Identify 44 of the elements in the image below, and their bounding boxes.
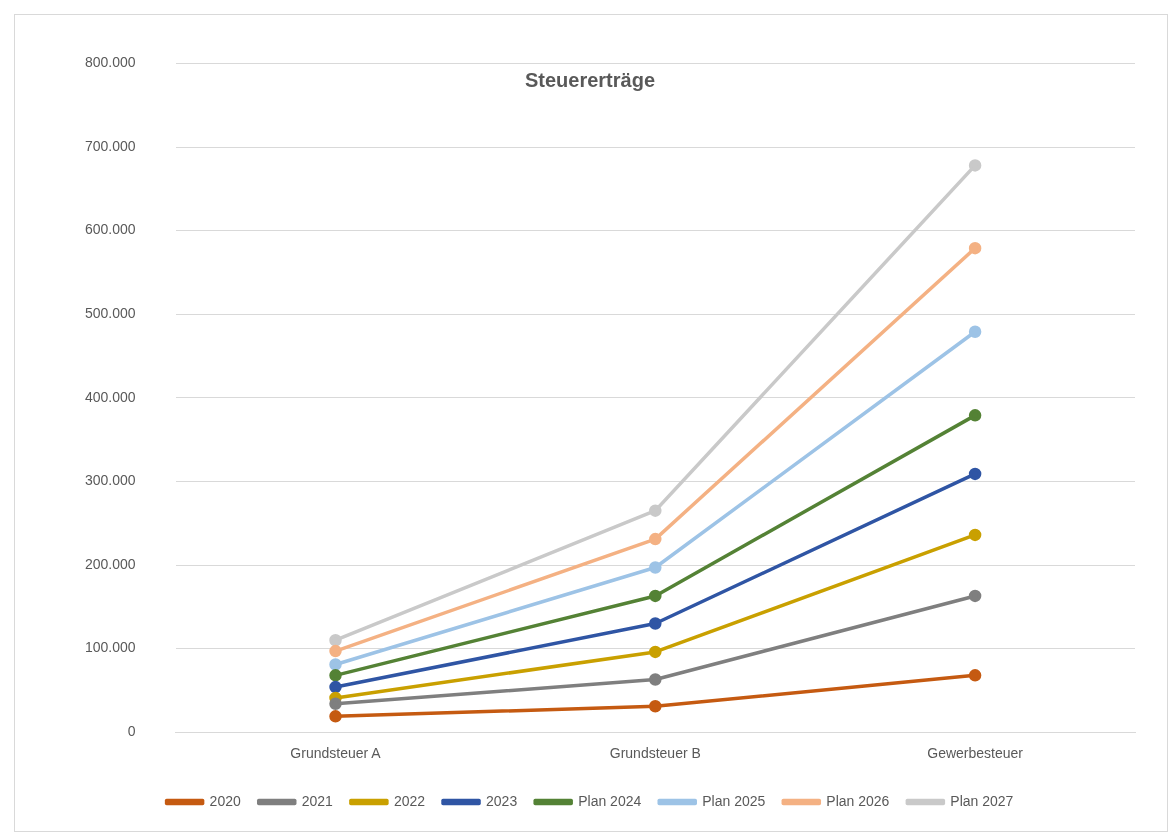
x-tick-label: Grundsteuer A xyxy=(290,745,382,762)
y-tick-label: 0 xyxy=(127,723,136,740)
point xyxy=(649,561,662,574)
point xyxy=(649,700,662,713)
point xyxy=(329,710,342,723)
x-tick-label: Gewerbesteuer xyxy=(927,745,1024,762)
point xyxy=(329,633,342,647)
legend-label: Plan 2027 xyxy=(950,792,1014,809)
y-tick-label: 400.000 xyxy=(85,388,136,405)
legend-label: Plan 2026 xyxy=(826,792,890,809)
legend-label: Plan 2024 xyxy=(578,792,642,809)
point xyxy=(649,504,662,517)
chart-title: Steuererträge xyxy=(524,68,656,91)
point xyxy=(649,673,662,686)
point xyxy=(329,680,342,694)
point xyxy=(968,467,982,481)
point xyxy=(329,644,342,658)
y-tick-label: 300.000 xyxy=(85,472,136,489)
point xyxy=(649,617,662,630)
point xyxy=(968,159,982,172)
legend-label: Plan 2025 xyxy=(702,792,766,809)
y-tick-label: 500.000 xyxy=(85,305,136,322)
point xyxy=(649,589,662,603)
point xyxy=(968,528,982,542)
point xyxy=(968,669,982,682)
point xyxy=(329,669,342,682)
legend-label: 2020 xyxy=(209,792,241,809)
point xyxy=(329,697,342,711)
legend-label: 2023 xyxy=(486,792,518,809)
legend-label: 2021 xyxy=(301,792,334,809)
point xyxy=(649,645,662,659)
point xyxy=(329,658,342,671)
legend-label: 2022 xyxy=(393,792,426,809)
x-tick-label: Grundsteuer B xyxy=(609,745,701,762)
point xyxy=(968,325,982,339)
point xyxy=(968,589,982,603)
point xyxy=(968,409,982,422)
y-tick-label: 700.000 xyxy=(85,137,136,154)
point xyxy=(649,532,662,546)
y-tick-label: 100.000 xyxy=(85,639,136,656)
y-tick-label: 800.000 xyxy=(85,54,136,71)
y-tick-label: 600.000 xyxy=(85,221,136,238)
point xyxy=(968,241,982,255)
y-tick-label: 200.000 xyxy=(85,555,136,572)
